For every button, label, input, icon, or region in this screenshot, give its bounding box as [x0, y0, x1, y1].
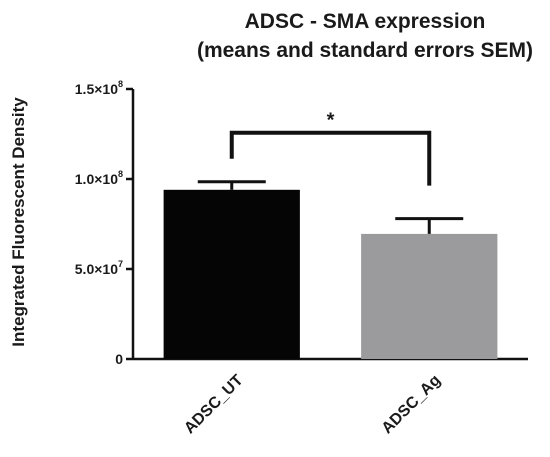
y-tick-mantissa: 1.5×10 — [75, 81, 118, 97]
y-tick-label: 1.0×108 — [75, 169, 123, 187]
y-tick-mantissa: 1.0×10 — [75, 171, 118, 187]
y-axis-label: Integrated Fluorescent Density — [9, 97, 28, 347]
y-tick-label: 0 — [115, 351, 123, 367]
y-tick-exponent: 7 — [118, 259, 123, 269]
bar-adsc-ut — [163, 189, 300, 359]
y-tick-exponent: 8 — [118, 169, 123, 179]
y-tick-mantissa: 0 — [115, 351, 123, 367]
category-label: ADSC_Ag — [379, 372, 444, 437]
y-tick-label: 1.5×108 — [75, 79, 123, 97]
significance-bracket — [229, 130, 432, 186]
chart-title-line-2: (means and standard errors SEM) — [197, 39, 533, 62]
y-tick-mantissa: 5.0×10 — [75, 261, 118, 277]
chart-title-line-1: ADSC - SMA expression — [245, 10, 486, 33]
bar-adsc-ag — [361, 233, 498, 359]
y-tick-label: 5.0×107 — [75, 259, 123, 277]
y-tick-exponent: 8 — [118, 79, 123, 89]
category-label: ADSC_UT — [181, 372, 247, 438]
significance-star: * — [327, 110, 335, 132]
